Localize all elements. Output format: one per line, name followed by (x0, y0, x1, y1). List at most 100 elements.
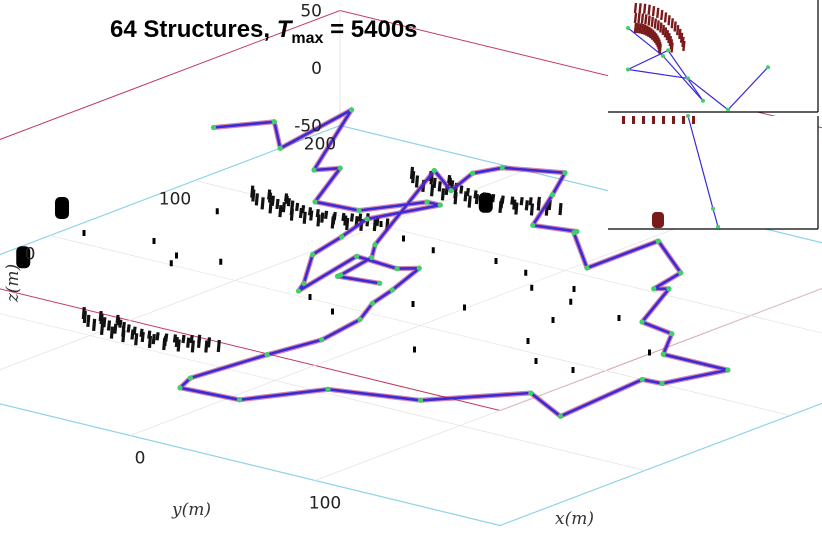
inset-fan-structure (652, 31, 656, 42)
fan-structure (528, 197, 533, 206)
structure-mark (82, 230, 86, 236)
fan-structure (558, 202, 563, 216)
waypoint (210, 124, 217, 131)
inset-fan-structure (669, 39, 674, 50)
fan-structure (260, 197, 265, 210)
waypoint (309, 252, 316, 258)
fan-structure (139, 328, 144, 338)
inset-fan-structure (662, 116, 665, 124)
title-symbol: T (277, 16, 294, 43)
inset-fan-structure (642, 116, 645, 124)
y-axis-label: y(m) (171, 500, 211, 520)
grid-line-x (314, 287, 822, 481)
inset-waypoint (711, 206, 715, 211)
z-tick-label: 50 (300, 2, 322, 22)
structure-mark (175, 252, 178, 259)
inset-fan-structure (656, 37, 660, 48)
structure-mark (411, 301, 415, 307)
x-tick-label: 100 (309, 494, 341, 514)
structure-mark (617, 315, 621, 321)
fan-structure (409, 166, 415, 180)
inset-fan-structure (651, 6, 656, 17)
inset-fan-structure (633, 22, 638, 34)
fan-structure (358, 213, 363, 222)
title-prefix: 64 Structures, (110, 16, 277, 43)
waypoint (424, 199, 430, 205)
waypoint (655, 238, 661, 244)
inset-waypoint (726, 107, 730, 112)
fan-structure (115, 314, 120, 324)
title-subscript: max (291, 30, 323, 47)
large-structure (55, 197, 69, 219)
fan-structure (316, 214, 321, 227)
structure-mark (215, 208, 219, 215)
fan-structure (172, 334, 178, 343)
large-structure (16, 246, 31, 269)
inset-fan-structure (675, 24, 680, 36)
waypoint (394, 266, 400, 272)
waypoint (651, 286, 657, 292)
waypoint (334, 273, 341, 279)
fan-structure (189, 334, 194, 344)
fan-structure (295, 202, 300, 212)
waypoint (557, 413, 564, 419)
inset-fan-structure (640, 13, 645, 24)
fan-structure (118, 319, 123, 328)
structure-mark (551, 317, 555, 323)
waypoint (549, 192, 556, 198)
fan-structure (147, 335, 153, 349)
waypoint (311, 167, 317, 173)
structure-mark (431, 247, 435, 254)
inset-fan-structure (682, 116, 685, 124)
fan-structure (440, 188, 446, 201)
fan-structure (267, 189, 272, 200)
grid-line-y (49, 235, 791, 416)
waypoint (325, 386, 331, 392)
inset-fan-structure (655, 35, 659, 46)
fan-structure (519, 196, 524, 206)
title-suffix: = 5400s (323, 16, 417, 43)
inset-waypoint (626, 26, 630, 30)
structure-fans (81, 166, 563, 353)
inset-waypoint (701, 98, 705, 103)
structure-mark (402, 235, 405, 242)
fan-structure (309, 210, 314, 221)
inset-fan-structure (638, 23, 642, 34)
structure-mark (379, 221, 383, 227)
z-tick-label: -50 (294, 117, 322, 137)
fan-structure (281, 202, 286, 213)
fan-structure (113, 323, 118, 334)
waypoint (437, 202, 443, 208)
waypoint (369, 300, 376, 306)
inset-fan-structure (661, 24, 665, 35)
fan-structure (270, 195, 275, 206)
fan-structure (432, 177, 437, 189)
inset-fan-structure (668, 36, 673, 47)
inset-fan-structure (679, 32, 684, 43)
inset-fan-structure (678, 28, 682, 39)
inset-fan-structure (647, 4, 651, 15)
xy-floor-outline (0, 124, 822, 527)
inset-fan-structure (633, 12, 638, 24)
inset-bottom-marks (622, 116, 695, 228)
waypoint (639, 376, 645, 383)
structure-mark (219, 258, 223, 265)
inset-fan-structure (681, 36, 685, 47)
large-structure (478, 192, 493, 213)
waypoint (369, 254, 375, 261)
fan-structure (372, 218, 377, 232)
inset-fan-structure (682, 40, 686, 52)
waypoint (312, 199, 318, 205)
inset-fan-structure (670, 18, 674, 29)
structure-mark (524, 269, 528, 276)
fan-structure (341, 212, 346, 222)
fan-structure (102, 317, 107, 328)
inset-fan-structure (656, 20, 660, 31)
inset-fan-structure (665, 30, 670, 41)
waypoint (301, 280, 307, 286)
fan-structure (330, 216, 335, 229)
inset-waypoint (686, 114, 690, 118)
fan-structure (186, 337, 191, 348)
structure-mark (494, 258, 498, 264)
waypoint (416, 265, 422, 271)
